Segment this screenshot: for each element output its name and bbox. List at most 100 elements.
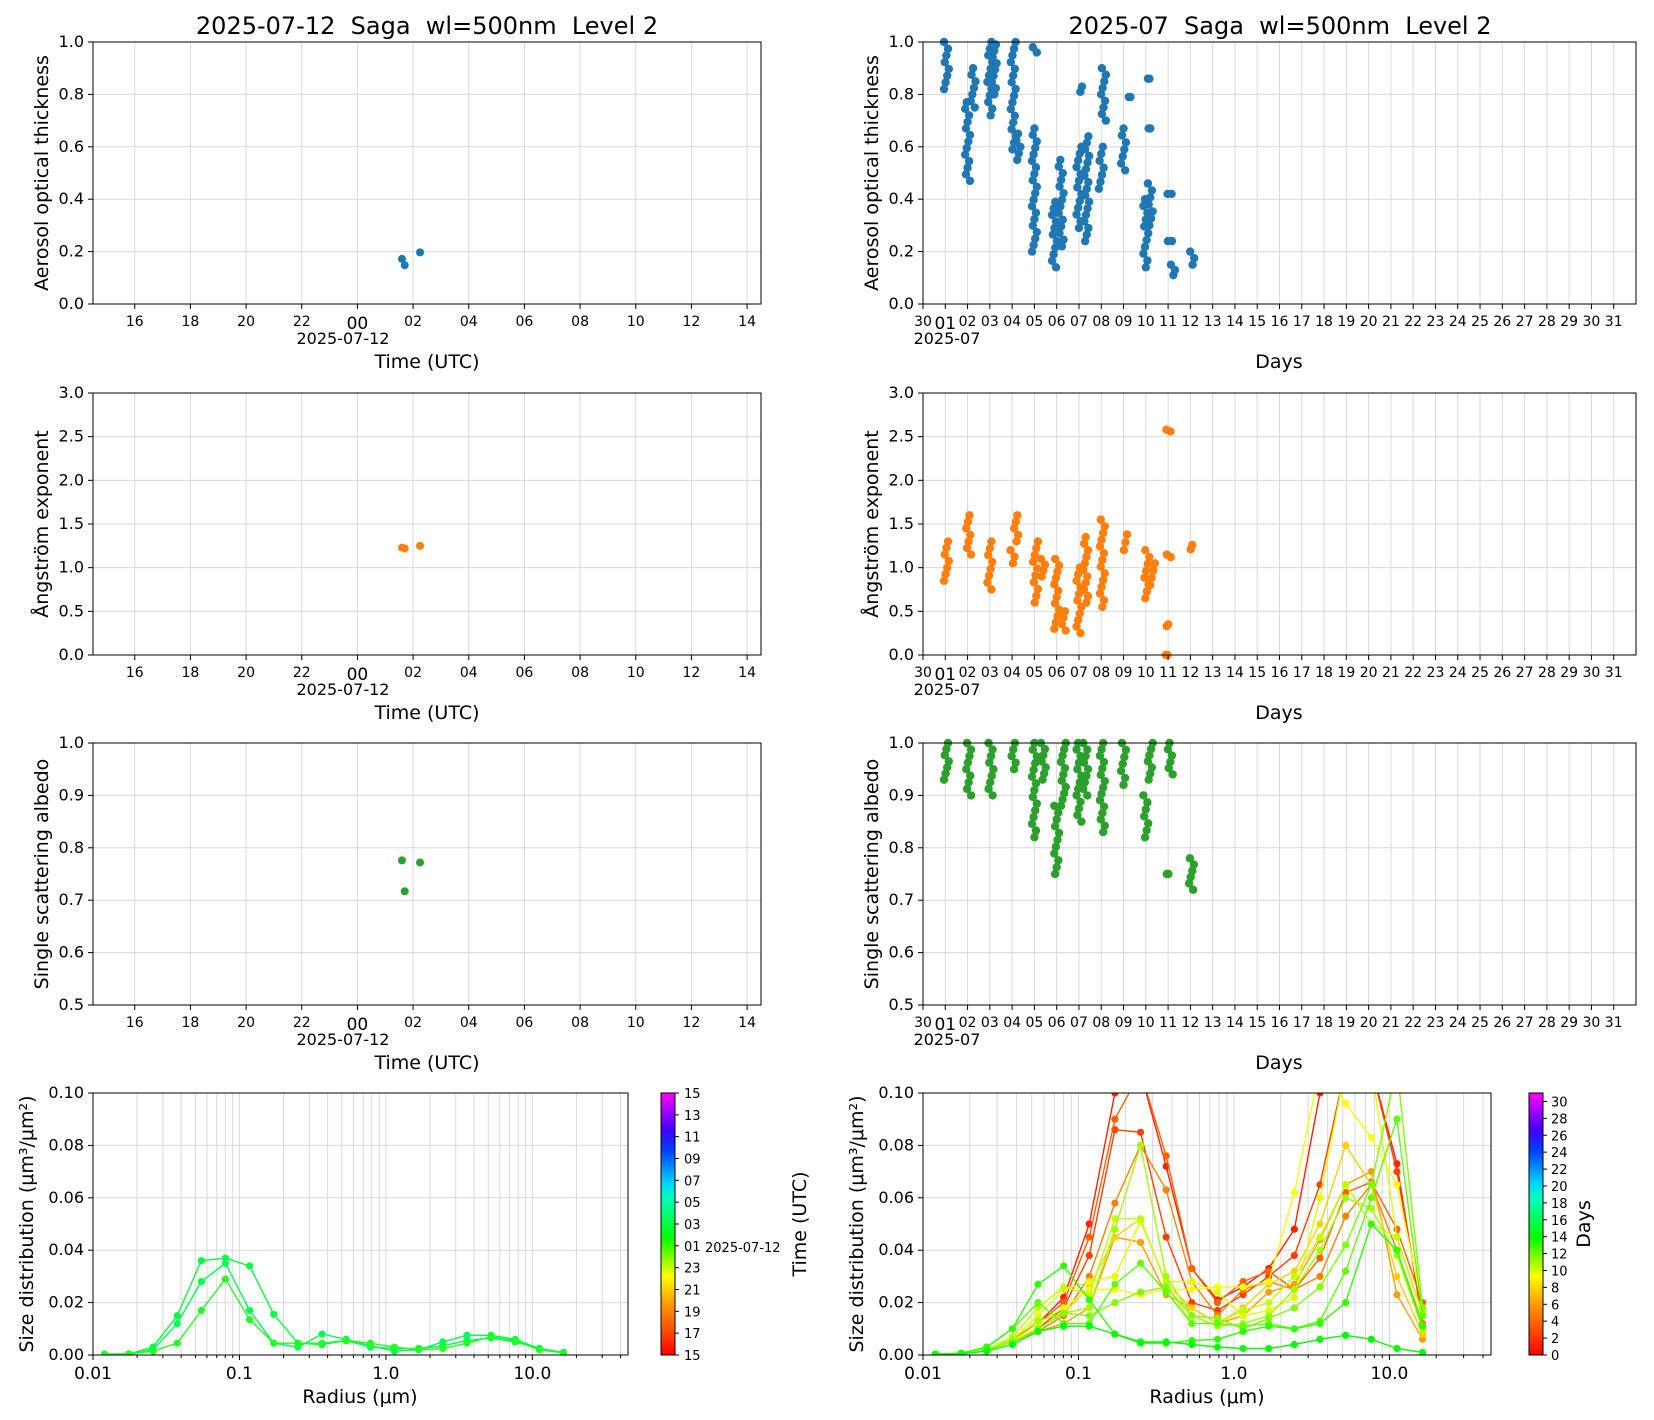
data-point	[992, 59, 1001, 68]
data-point	[1367, 1194, 1375, 1202]
data-point	[1095, 156, 1104, 165]
series-line	[935, 1183, 1424, 1355]
x-tick-label: 08	[1092, 665, 1110, 681]
x-tick-label: 06	[516, 1015, 534, 1031]
data-point	[986, 751, 996, 761]
data-point	[985, 758, 994, 767]
data-point	[1188, 540, 1197, 550]
data-point	[1030, 169, 1039, 179]
x-tick-label: 10	[1137, 665, 1155, 681]
data-point	[1050, 801, 1059, 811]
x-tick-label: 28	[1538, 665, 1556, 681]
x-tick-label: 21	[1382, 1015, 1400, 1031]
y-tick-label: 0.8	[59, 84, 84, 103]
data-point	[1076, 797, 1085, 807]
data-point	[1393, 1063, 1400, 1070]
data-point	[1060, 1262, 1068, 1270]
data-point	[1342, 1194, 1350, 1202]
x-axis-label: Days	[1255, 702, 1302, 724]
x-tick-label: 19	[1337, 314, 1355, 330]
x-tick-label: 12	[683, 665, 701, 681]
data-point	[1213, 1283, 1222, 1291]
data-point	[1029, 150, 1038, 159]
data-point	[197, 1278, 205, 1286]
data-point	[1055, 182, 1064, 191]
x-tick-label: 11	[1159, 1015, 1177, 1031]
data-point	[1009, 745, 1018, 754]
xticks-monthly-aot: 30 01 02 03 04 05 06 07 08 09 10 11 12 13 14 15 16 17 18 19…	[914, 304, 1623, 334]
data-point	[125, 1350, 133, 1355]
data-point	[1031, 163, 1041, 172]
data-point	[1342, 1299, 1350, 1307]
y-tick-label: 2.0	[59, 470, 84, 489]
date-label: 2025-07-12	[297, 1030, 390, 1049]
data-point	[1393, 1168, 1401, 1176]
data-point	[1073, 596, 1082, 605]
data-point	[1072, 210, 1081, 219]
data-point	[942, 563, 952, 572]
colorbar-tick-label: 8	[1551, 1281, 1559, 1296]
points-monthly-aot	[939, 37, 1199, 280]
data-point	[1111, 1280, 1119, 1288]
data-point	[1080, 559, 1090, 568]
y-tick-label: 3.0	[889, 383, 914, 402]
data-point	[1367, 1133, 1375, 1142]
data-point	[1083, 745, 1092, 754]
lines-monthly-size	[931, 1063, 1427, 1355]
x-axis-label: Radius (μm)	[1149, 1386, 1264, 1408]
data-point	[1027, 247, 1037, 256]
data-point	[1342, 1212, 1350, 1220]
series-line	[104, 1257, 564, 1355]
data-point	[1013, 511, 1022, 520]
data-point	[1083, 158, 1092, 167]
data-point	[1146, 214, 1156, 223]
data-point	[1100, 96, 1110, 106]
data-point	[1265, 1306, 1273, 1315]
y-tick-label: 1.0	[59, 733, 84, 752]
x-tick-label: 18	[182, 1015, 200, 1031]
yticks-monthly-aot: 0.0 0.2 0.4 0.6 0.8 1.0	[889, 32, 923, 313]
data-point	[1111, 1272, 1119, 1280]
data-point	[1367, 1181, 1375, 1189]
data-point	[1188, 866, 1197, 876]
data-point	[1050, 869, 1060, 879]
x-tick-label: 01	[934, 665, 956, 685]
data-point	[1032, 799, 1042, 808]
y-tick-label: 1.0	[889, 733, 914, 752]
data-point	[1058, 795, 1067, 804]
colorbar-tick-label: 10	[1551, 1264, 1568, 1279]
data-point	[1072, 791, 1081, 800]
data-point	[991, 40, 1001, 49]
x-tick-label: 29	[1560, 665, 1578, 681]
data-point	[944, 556, 953, 566]
xticks-daily-size: 0.01 0.1 1.0 10.0	[74, 1355, 622, 1384]
data-point	[1239, 1322, 1247, 1330]
data-point	[1083, 546, 1093, 555]
data-point	[1111, 1093, 1119, 1097]
series-line	[935, 1093, 1424, 1355]
data-point	[1074, 804, 1084, 813]
date-label: 2025-07-12	[297, 680, 390, 699]
data-point	[1030, 124, 1039, 133]
axes-frame	[92, 742, 762, 1006]
data-point	[1053, 835, 1062, 845]
data-point	[1239, 1283, 1247, 1291]
colorbar-tick-label: 6	[1551, 1298, 1559, 1313]
y-tick-label: 1.0	[889, 32, 914, 51]
data-point	[1028, 176, 1038, 185]
colorbar-tick-label: 23	[684, 1262, 701, 1277]
x-tick-label: 07	[1070, 1015, 1088, 1031]
data-point	[1029, 765, 1038, 775]
data-point	[1136, 1288, 1145, 1296]
data-point	[984, 97, 993, 107]
data-point	[964, 111, 974, 120]
x-tick-label: 22	[1404, 314, 1422, 330]
data-point	[1162, 1338, 1170, 1346]
data-point	[944, 64, 953, 74]
x-tick-label: 20	[237, 1015, 255, 1031]
data-point	[149, 1347, 157, 1355]
x-tick-label: 10	[627, 1015, 645, 1031]
yticks-daily-angstrom: 0.0 0.5 1.0 1.5 2.0 2.5 3.0	[59, 383, 93, 664]
data-point	[1082, 230, 1091, 239]
data-point	[1056, 801, 1066, 811]
